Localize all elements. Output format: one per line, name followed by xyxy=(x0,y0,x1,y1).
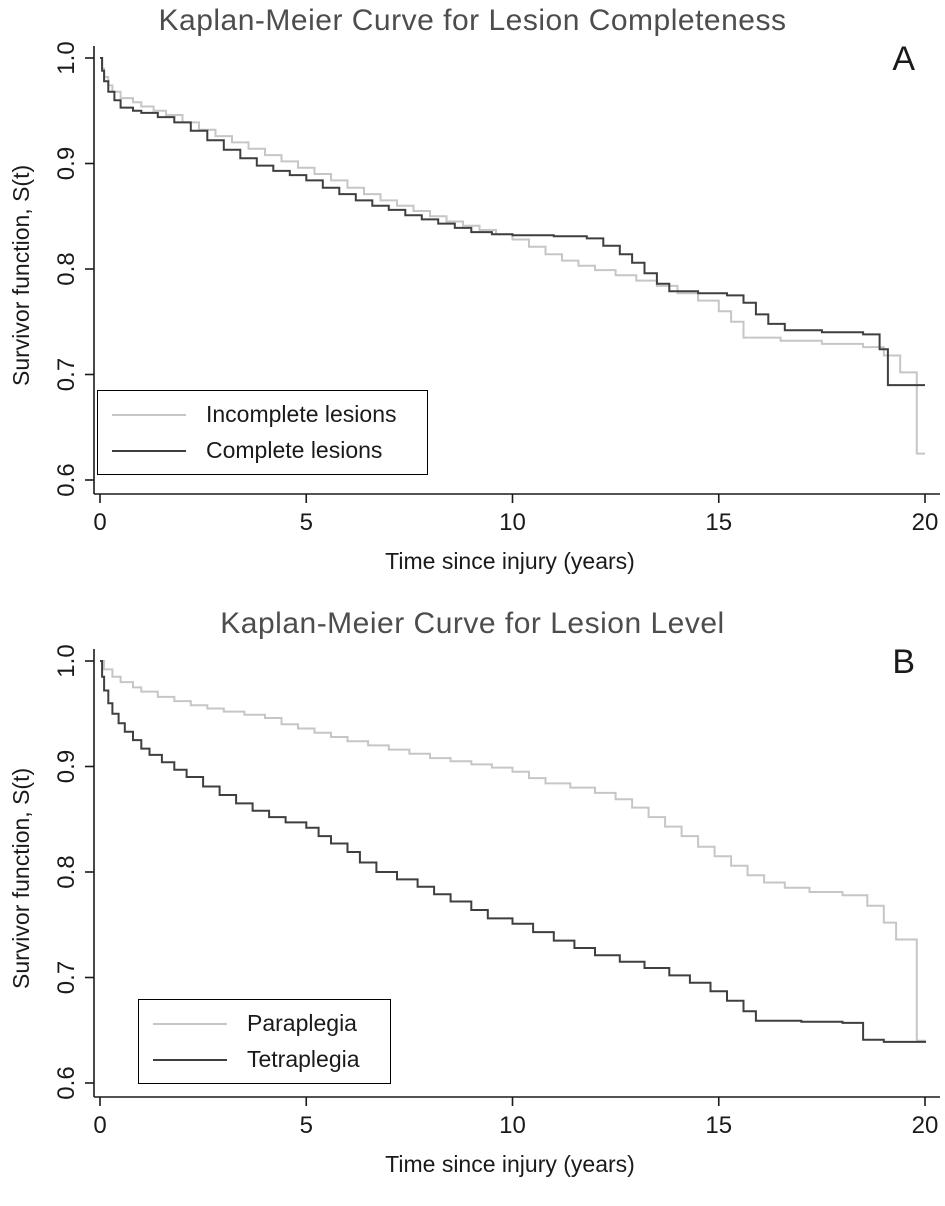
panel-b: Kaplan-Meier Curve for Lesion Level B Su… xyxy=(0,603,945,1206)
svg-text:1.0: 1.0 xyxy=(53,41,80,74)
legend-item-incomplete-lesions: Incomplete lesions xyxy=(112,401,397,428)
legend-label-paraplegia: Paraplegia xyxy=(247,1010,357,1036)
svg-text:15: 15 xyxy=(705,1112,732,1139)
panel-a-plot: 0.6 0.7 0.8 0.9 1.0 0 5 10 15 20 xyxy=(53,41,940,536)
svg-text:0.6: 0.6 xyxy=(53,1066,80,1099)
svg-text:20: 20 xyxy=(912,1112,939,1139)
panel-b-x-axis-label: Time since injury (years) xyxy=(385,1151,635,1177)
svg-text:0.9: 0.9 xyxy=(53,750,80,783)
svg-text:5: 5 xyxy=(300,1112,313,1139)
svg-text:0: 0 xyxy=(93,509,106,536)
svg-text:0.8: 0.8 xyxy=(53,855,80,888)
panel-b-plot: 0.6 0.7 0.8 0.9 1.0 0 5 10 15 20 xyxy=(53,644,940,1139)
svg-text:1.0: 1.0 xyxy=(53,644,80,677)
legend-item-complete-lesions: Complete lesions xyxy=(112,437,397,464)
legend-label-complete-lesions: Complete lesions xyxy=(206,437,383,463)
svg-text:20: 20 xyxy=(912,509,939,536)
legend-label-tetraplegia: Tetraplegia xyxy=(247,1046,360,1072)
legend-item-paraplegia: Paraplegia xyxy=(153,1010,360,1037)
panel-a-x-axis-label: Time since injury (years) xyxy=(385,548,635,574)
legend-label-incomplete-lesions: Incomplete lesions xyxy=(206,401,397,427)
svg-text:0.9: 0.9 xyxy=(53,147,80,180)
panel-b-title: Kaplan-Meier Curve for Lesion Level xyxy=(220,607,725,640)
panel-b-legend: Paraplegia Tetraplegia xyxy=(138,999,391,1084)
svg-text:0.7: 0.7 xyxy=(53,961,80,994)
svg-text:15: 15 xyxy=(705,509,732,536)
panel-a-letter: A xyxy=(892,40,915,78)
complete-lesions-line-sample xyxy=(112,449,186,452)
panel-b-letter: B xyxy=(892,643,915,681)
tetraplegia-line-sample xyxy=(153,1058,227,1061)
svg-text:0: 0 xyxy=(93,1112,106,1139)
svg-text:10: 10 xyxy=(499,1112,526,1139)
svg-text:5: 5 xyxy=(300,509,313,536)
panel-a-title: Kaplan-Meier Curve for Lesion Completene… xyxy=(158,4,787,37)
svg-text:10: 10 xyxy=(499,509,526,536)
svg-text:0.6: 0.6 xyxy=(53,463,80,496)
paraplegia-line-sample xyxy=(153,1022,227,1025)
panel-a: Kaplan-Meier Curve for Lesion Completene… xyxy=(8,4,940,574)
svg-text:0.8: 0.8 xyxy=(53,252,80,285)
svg-text:0.7: 0.7 xyxy=(53,358,80,391)
panel-a-legend: Incomplete lesions Complete lesions xyxy=(97,390,428,475)
legend-item-tetraplegia: Tetraplegia xyxy=(153,1046,360,1073)
incomplete-lesions-line-sample xyxy=(112,413,186,416)
